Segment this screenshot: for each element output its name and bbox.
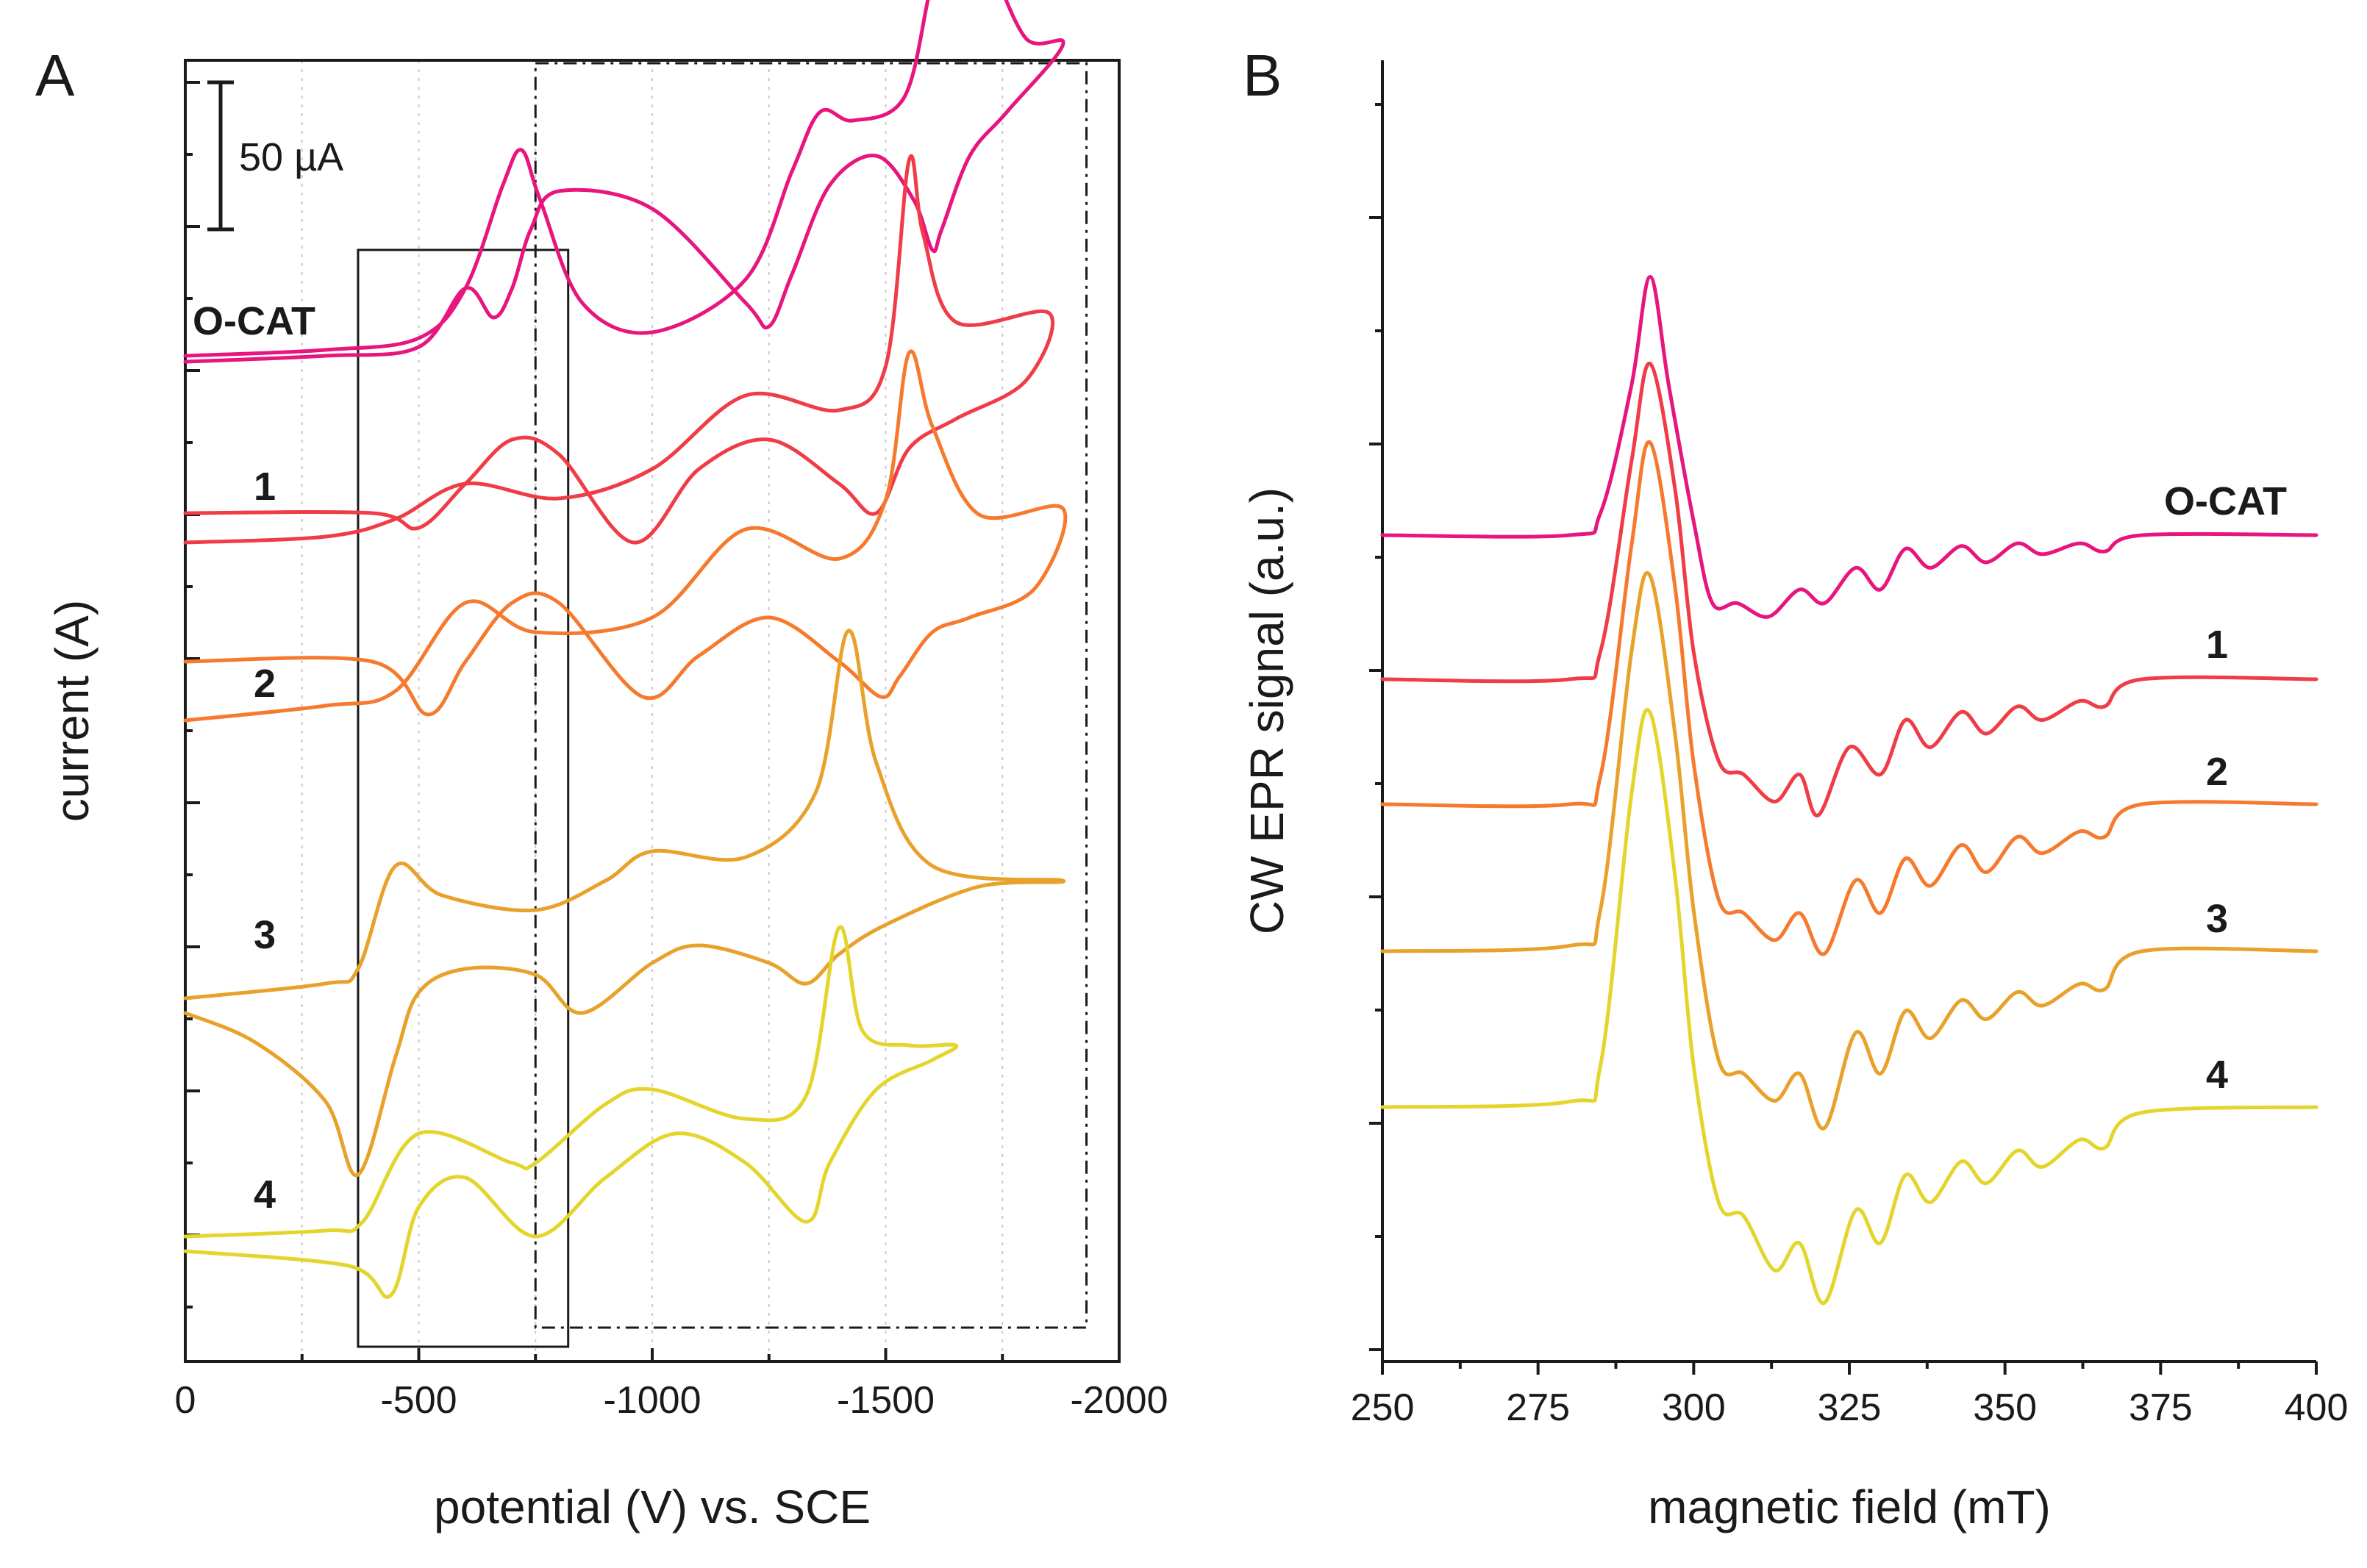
panel-a-curves — [183, 0, 1068, 1299]
panel-a-curve-labels: O-CAT 1 2 3 4 — [193, 299, 315, 1217]
panel-letter-a: A — [35, 43, 75, 108]
epr-curve-2 — [1380, 440, 2318, 956]
x-tick-label: 375 — [2129, 1386, 2193, 1429]
cv-curve-2 — [183, 349, 1068, 723]
curve-label-o-cat: O-CAT — [193, 299, 315, 343]
cv-curve-1 — [183, 154, 1055, 545]
x-tick-label: 275 — [1506, 1386, 1570, 1429]
epr-curve-4 — [1380, 708, 2318, 1305]
solid-highlight-box — [357, 248, 570, 1348]
curve-label-1: 1 — [254, 465, 276, 509]
curve-label-4: 4 — [254, 1173, 276, 1217]
x-tick-label: 250 — [1351, 1386, 1415, 1429]
epr-curve-1 — [1380, 362, 2318, 817]
panel-a-x-axis-title: potential (V) vs. SCE — [434, 1481, 871, 1533]
curve-label-o-cat: O-CAT — [2164, 479, 2287, 523]
panel-a-cyclic-voltammetry: 50 µA O-CAT 1 2 3 4 0 -500 -1000 -1500 -2000 pot… — [46, 0, 1168, 1533]
epr-curve-o-cat — [1380, 275, 2318, 619]
x-tick-label: -1000 — [604, 1379, 701, 1422]
x-tick-label: -500 — [380, 1379, 457, 1422]
panel-a-highlight-boxes — [357, 62, 1088, 1348]
x-tick-label: 350 — [1973, 1386, 2037, 1429]
panel-b-x-axis-title: magnetic field (mT) — [1648, 1481, 2051, 1533]
curve-label-1: 1 — [2206, 623, 2228, 667]
x-tick-label: -2000 — [1071, 1379, 1168, 1422]
epr-curve-3 — [1380, 570, 2318, 1131]
panel-b-y-axis-title: CW EPR signal (a.u.) — [1240, 487, 1293, 934]
panel-b-epr: O-CAT 1 2 3 4 250 275 300 325 350 375 400 magnetic… — [1240, 60, 2348, 1533]
x-tick-label: -1500 — [837, 1379, 935, 1422]
x-tick-label: 0 — [175, 1379, 196, 1422]
curve-label-2: 2 — [254, 662, 276, 706]
dash-dot-highlight-box — [534, 62, 1088, 1329]
cv-curve-o-cat — [183, 0, 1065, 364]
panel-b-x-tick-labels: 250 275 300 325 350 375 400 — [1351, 1386, 2349, 1429]
curve-label-4: 4 — [2206, 1053, 2228, 1097]
panel-b-curves — [1380, 275, 2318, 1305]
cv-curve-4 — [183, 925, 959, 1299]
cv-curve-3 — [183, 629, 1066, 1178]
panel-b-ticks — [1369, 103, 2318, 1375]
panel-a-grid — [301, 60, 1004, 1361]
panel-a-x-tick-labels: 0 -500 -1000 -1500 -2000 — [175, 1379, 1168, 1422]
x-tick-label: 300 — [1662, 1386, 1726, 1429]
panel-letter-b: B — [1243, 43, 1282, 108]
panel-a-y-axis-title: current (A) — [46, 600, 99, 822]
x-tick-label: 400 — [2285, 1386, 2349, 1429]
scale-bar-label: 50 µA — [239, 135, 343, 179]
panel-b-curve-labels: O-CAT 1 2 3 4 — [2164, 479, 2287, 1097]
panel-a-ticks — [184, 81, 1121, 1361]
curve-label-3: 3 — [2206, 897, 2228, 941]
curve-label-3: 3 — [254, 913, 276, 957]
curve-label-2: 2 — [2206, 750, 2228, 794]
scale-bar: 50 µA — [207, 80, 343, 232]
x-tick-label: 325 — [1818, 1386, 1882, 1429]
